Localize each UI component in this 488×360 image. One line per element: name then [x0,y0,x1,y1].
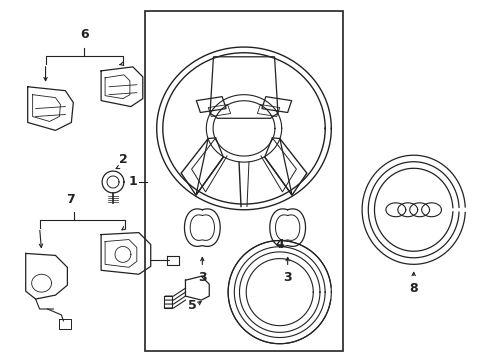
Text: 8: 8 [408,282,417,295]
Text: 7: 7 [66,193,75,206]
Text: 3: 3 [198,271,206,284]
Text: 2: 2 [119,153,127,166]
Text: 5: 5 [187,298,196,311]
Text: 6: 6 [80,28,88,41]
Text: 1: 1 [128,175,137,189]
Bar [144,11,343,351]
Text: 4: 4 [275,238,284,251]
Text: 3: 3 [283,271,291,284]
